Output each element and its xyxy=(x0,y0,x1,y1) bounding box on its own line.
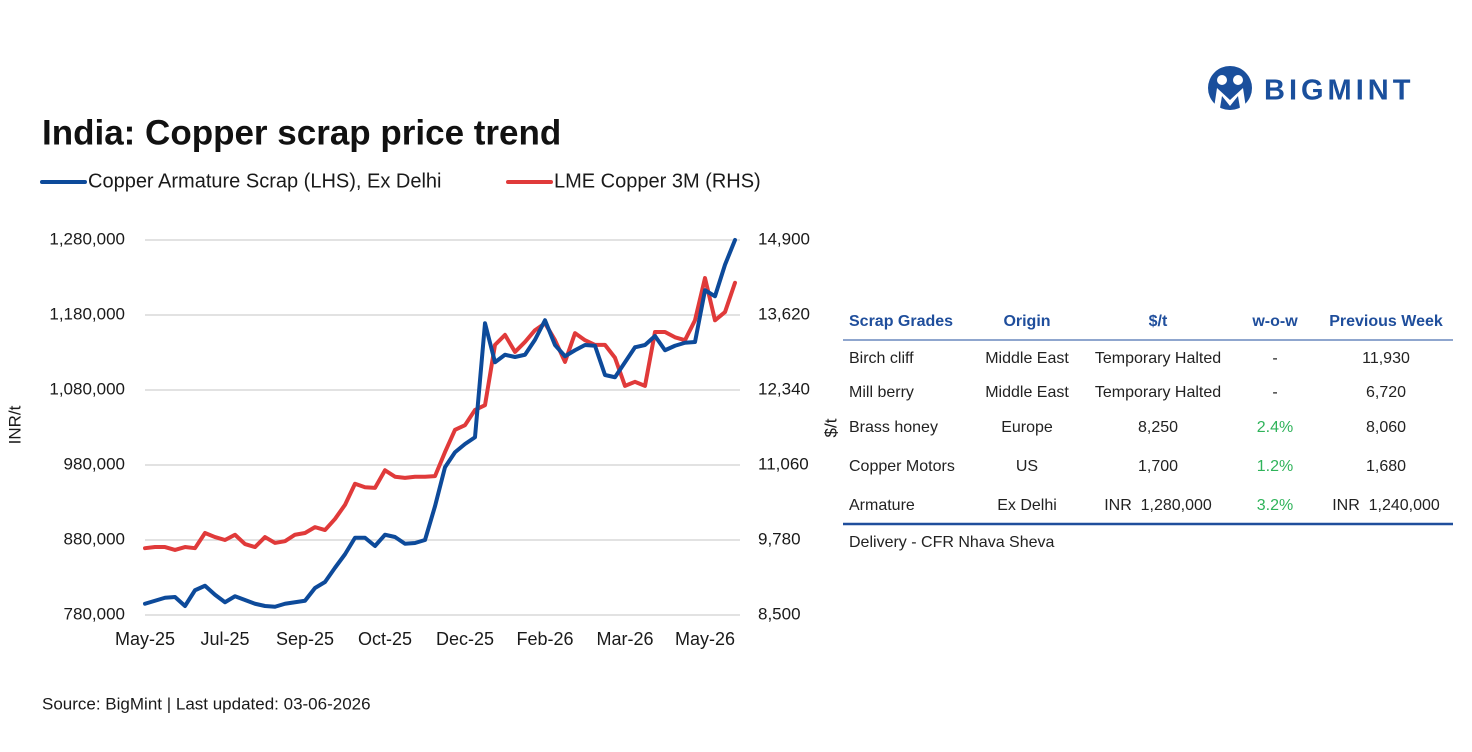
x-tick-label: Mar-26 xyxy=(596,629,653,649)
table-cell: INR 1,240,000 xyxy=(1332,497,1440,514)
x-tick-label: May-26 xyxy=(675,629,735,649)
table-cell: 1.2% xyxy=(1257,458,1293,475)
table-cell: Temporary Halted xyxy=(1095,384,1221,401)
table-header: Previous Week xyxy=(1329,313,1443,330)
y2-tick-label: 9,780 xyxy=(758,529,801,548)
table-cell: Temporary Halted xyxy=(1095,350,1221,367)
table-cell: 3.2% xyxy=(1257,497,1293,514)
table-header: Origin xyxy=(1003,313,1050,330)
logo-icon-head xyxy=(1233,75,1243,85)
table-cell: INR 1,280,000 xyxy=(1104,497,1212,514)
series-line xyxy=(143,276,737,552)
logo: BIGMINT xyxy=(1208,66,1414,110)
x-tick-label: Jul-25 xyxy=(200,629,249,649)
logo-text: BIGMINT xyxy=(1264,75,1414,107)
table-header: $/t xyxy=(1149,313,1168,330)
table-cell: 6,720 xyxy=(1366,384,1406,401)
table-cell: 8,060 xyxy=(1366,419,1406,436)
y2-tick-label: 8,500 xyxy=(758,604,801,623)
table-cell: Middle East xyxy=(985,350,1069,367)
y-tick-label: 980,000 xyxy=(64,454,125,473)
table-header: w-o-w xyxy=(1251,313,1298,330)
table-cell: 11,930 xyxy=(1362,350,1410,367)
chart-title: India: Copper scrap price trend xyxy=(42,113,561,152)
table-cell: Middle East xyxy=(985,384,1069,401)
y-tick-label: 1,280,000 xyxy=(49,229,125,248)
legend-label: Copper Armature Scrap (LHS), Ex Delhi xyxy=(88,170,441,192)
table-cell: Ex Delhi xyxy=(997,497,1057,514)
table-cell: Birch cliff xyxy=(849,350,914,367)
y2-axis-label: $/t xyxy=(821,418,840,437)
y2-tick-label: 12,340 xyxy=(758,379,810,398)
table-header: Scrap Grades xyxy=(849,313,953,330)
y-tick-label: 1,080,000 xyxy=(49,379,125,398)
table-cell: 2.4% xyxy=(1257,419,1293,436)
legend-label: LME Copper 3M (RHS) xyxy=(554,170,761,192)
table-cell: Brass honey xyxy=(849,419,938,436)
x-tick-label: Sep-25 xyxy=(276,629,334,649)
chart: 780,000 880,000 980,000 1,080,000 1,180,000 1… xyxy=(40,170,810,649)
y-tick-label: 1,180,000 xyxy=(49,304,125,323)
y-axis-label: INR/t xyxy=(5,405,24,444)
table-cell: 1,700 xyxy=(1138,458,1178,475)
table: Scrap Grades Origin $/t w-o-w Previous Week B… xyxy=(843,313,1453,551)
table-note: Delivery - CFR Nhava Sheva xyxy=(849,534,1055,551)
table-cell: Mill berry xyxy=(849,384,914,401)
y2-tick-label: 11,060 xyxy=(758,454,809,473)
logo-icon-figure xyxy=(1214,88,1246,108)
y-tick-label: 780,000 xyxy=(64,604,125,623)
logo-icon-head xyxy=(1217,75,1227,85)
y2-tick-label: 14,900 xyxy=(758,229,810,248)
table-cell: Copper Motors xyxy=(849,458,955,475)
table-cell: 1,680 xyxy=(1366,458,1406,475)
x-tick-label: Dec-25 xyxy=(436,629,494,649)
x-tick-label: May-25 xyxy=(115,629,175,649)
table-cell: US xyxy=(1016,458,1038,475)
series-line xyxy=(143,238,737,609)
table-cell: 8,250 xyxy=(1138,419,1178,436)
x-tick-label: Feb-26 xyxy=(516,629,573,649)
y2-tick-label: 13,620 xyxy=(758,304,810,323)
table-cell: Europe xyxy=(1001,419,1053,436)
table-cell: Armature xyxy=(849,497,915,514)
table-cell: - xyxy=(1272,384,1277,401)
table-cell: - xyxy=(1272,350,1277,367)
x-tick-label: Oct-25 xyxy=(358,629,412,649)
source: Source: BigMint | Last updated: 03-06-20… xyxy=(42,694,371,713)
y-tick-label: 880,000 xyxy=(64,529,125,548)
